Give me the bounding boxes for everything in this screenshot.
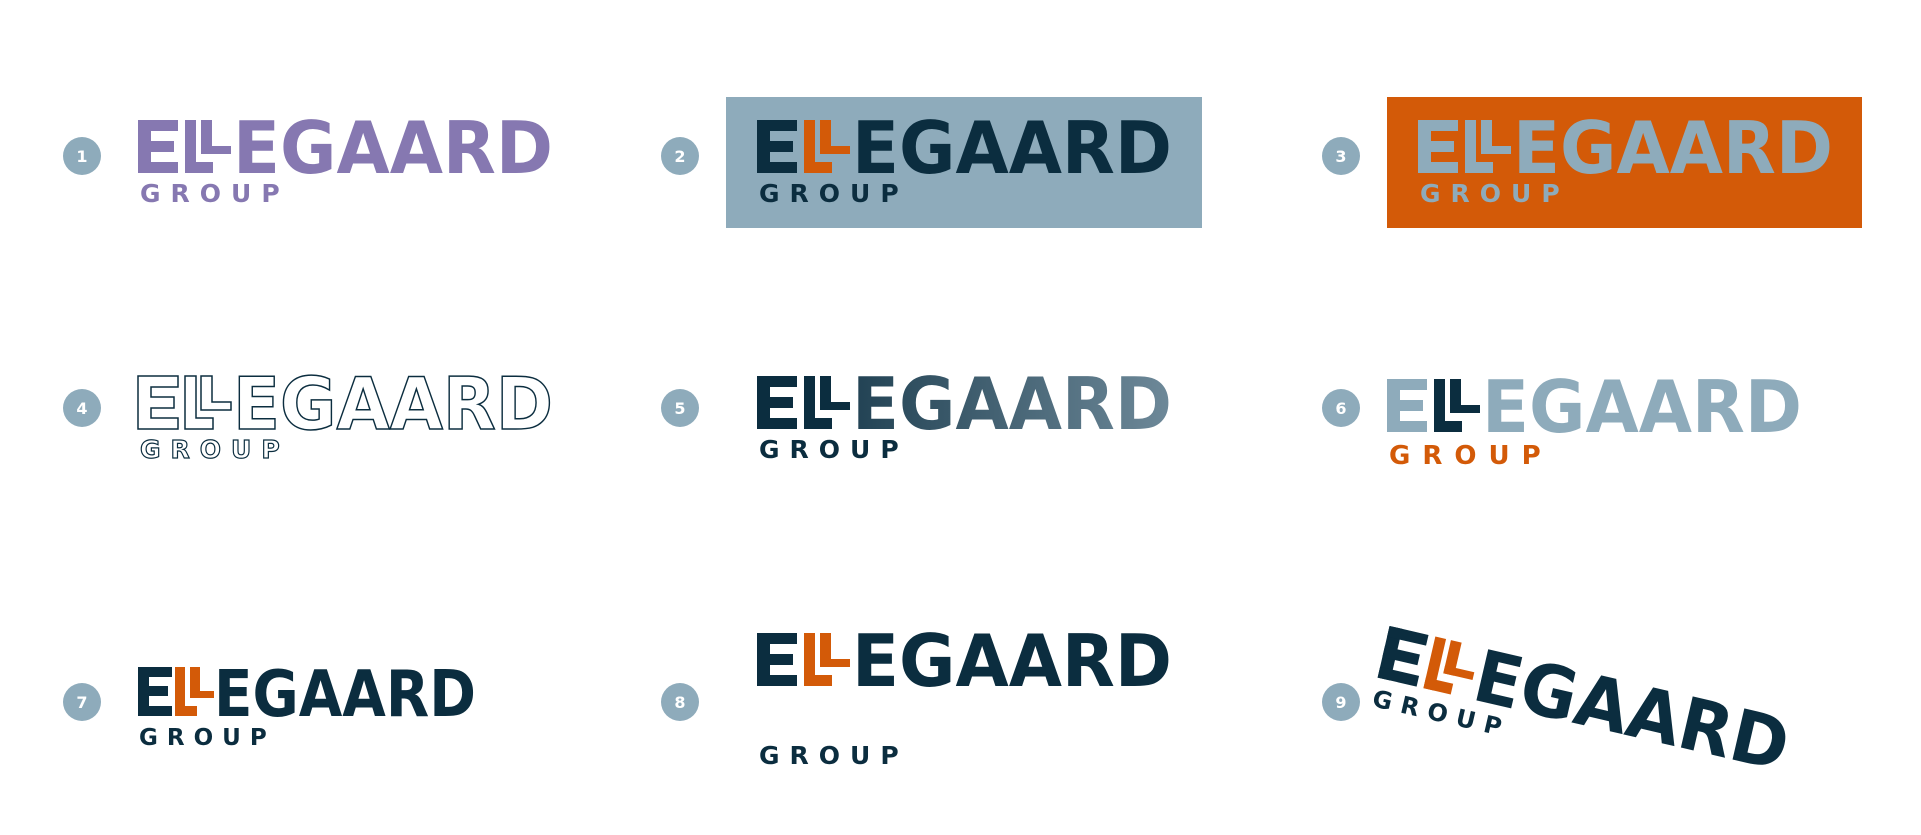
ell-mark-icon [757,120,850,173]
group-text: GROUP [759,179,909,208]
ell-mark-icon [1377,625,1475,695]
ell-mark-icon [1418,120,1511,173]
group-text: GROUP [1389,441,1553,471]
wordmark-text: EGAARD [1513,106,1833,190]
wordmark-text: EGAARD [1482,365,1802,449]
group-text: GROUP [1420,179,1570,208]
wordmark-text: EGAARD [214,658,476,732]
wordmark-text: EGAARD [852,362,1172,446]
group-text: GROUP [139,725,276,751]
ell-mark-icon [137,375,232,430]
variant-badge-8: 8 [661,683,699,721]
variant-badge-9: 9 [1322,683,1360,721]
variant-badge-2: 2 [661,137,699,175]
variant-badge-3: 3 [1322,137,1360,175]
logo-variant-3: EGAARD GROUP [1418,106,1838,208]
ell-mark-icon [757,633,850,686]
logo-variant-1: EGAARD GROUP [138,106,558,208]
logo-variant-4: EGAARD GROUP [137,361,558,465]
variant-badge-4: 4 [63,389,101,427]
variant-badge-5: 5 [661,389,699,427]
wordmark-text: EGAARD [1466,634,1797,788]
group-text: GROUP [759,435,909,464]
wordmark-text: EGAARD [852,106,1172,190]
logo-variant-8: EGAARD GROUP [757,619,1177,771]
logo-variant-2: EGAARD GROUP [757,106,1177,208]
ell-mark-icon [138,120,231,173]
logo-variant-5: EGAARD GROUP [757,362,1177,464]
wordmark-text: EGAARD [233,106,553,190]
variant-badge-7: 7 [63,683,101,721]
logo-variant-9: EGAARD GROUP [1370,624,1799,806]
ell-mark-icon [138,667,214,716]
variant-badge-1: 1 [63,137,101,175]
wordmark-text: EGAARD [233,362,553,446]
ell-mark-icon [757,376,850,429]
variant-badge-6: 6 [1322,389,1360,427]
logo-variant-6: EGAARD GROUP [1387,365,1807,471]
group-text: GROUP [140,179,290,208]
group-text: GROUP [759,741,909,770]
logo-variant-7: EGAARD GROUP [138,658,478,755]
group-text: GROUP [140,435,290,464]
wordmark-text: EGAARD [852,619,1172,703]
ell-mark-icon [1387,379,1480,432]
